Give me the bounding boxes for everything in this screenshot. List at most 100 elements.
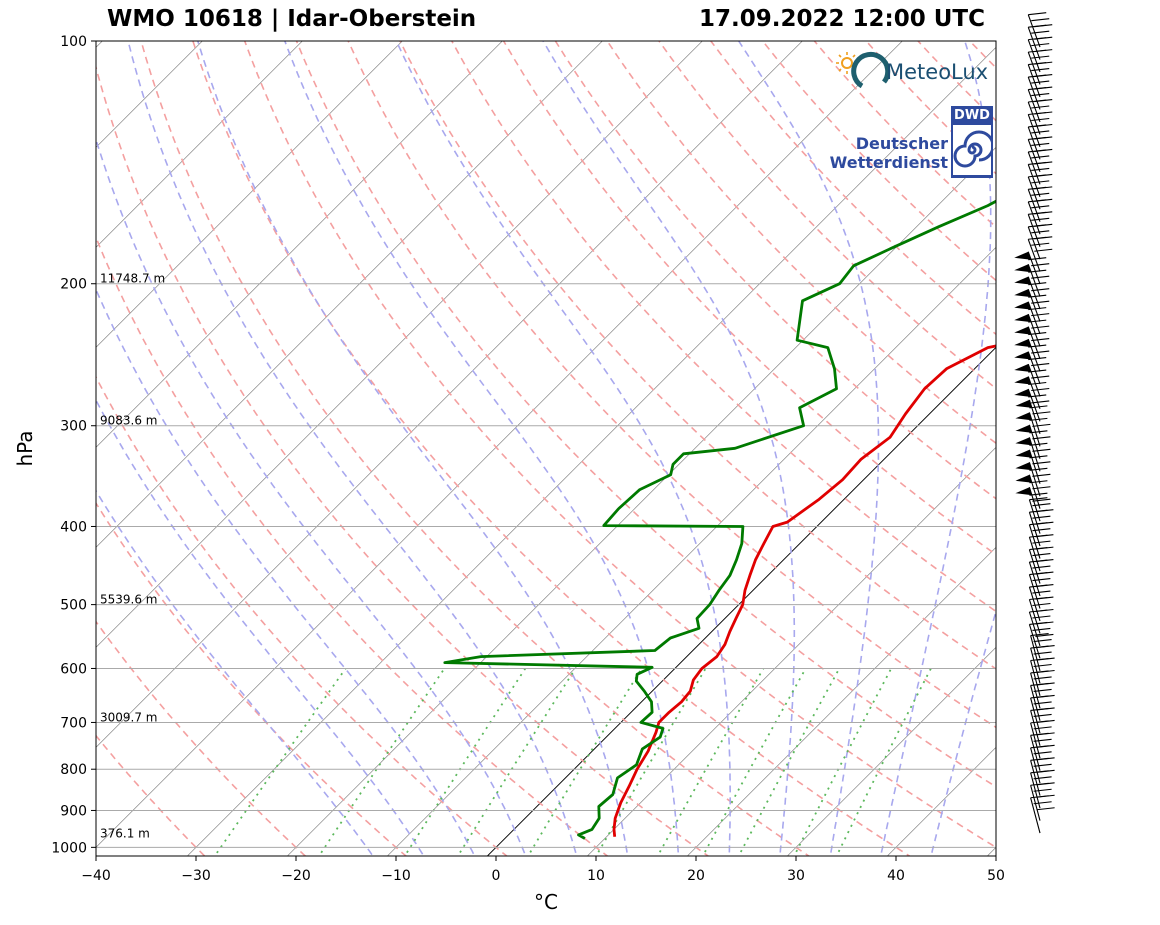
mixing-ratio-line (701, 668, 807, 856)
moist-adiabat-line (127, 41, 578, 856)
isotherm-line (586, 446, 996, 856)
wind-barb (1027, 37, 1053, 73)
barb-flag (1029, 442, 1048, 446)
isotherm-line (96, 41, 403, 348)
wind-barb (1015, 412, 1051, 447)
barb-flag (1029, 497, 1048, 501)
mixing-ratio-line (403, 668, 527, 856)
barb-flag (1035, 546, 1054, 550)
dry-adiabat-line (96, 501, 408, 856)
barb-flag (1030, 632, 1049, 637)
barb-flag (1036, 769, 1055, 773)
barb-staff (1027, 176, 1041, 210)
barb-flag (1032, 461, 1051, 465)
barb-flag (1032, 498, 1051, 502)
barb-pennant (1014, 388, 1032, 397)
barb-staff (1030, 772, 1041, 809)
barb-flag (1033, 713, 1052, 717)
wind-barb (1014, 276, 1050, 310)
chart-title-station: WMO 10618 | Idar-Oberstein (107, 6, 477, 32)
barb-flag (1031, 263, 1050, 267)
barb-flag (1032, 423, 1051, 427)
barb-flag (1033, 738, 1052, 742)
barb-flag (1033, 788, 1052, 792)
axes: −40 −30 −20 −10 0 10 20 30 40 50 1000 900 800 700 600 5… (13, 34, 1005, 914)
barb-flag (1029, 492, 1048, 496)
wind-barb (1027, 74, 1053, 110)
barb-flag (1036, 682, 1055, 686)
barb-flag (1031, 205, 1050, 209)
barb-flag (1035, 633, 1054, 638)
barb-staff (1027, 226, 1041, 260)
moist-adiabat-line (96, 136, 527, 856)
wind-barb (1014, 301, 1050, 335)
moist-adiabat-line (930, 608, 996, 856)
barb-staff (1030, 672, 1041, 709)
barb-staff (1027, 164, 1041, 197)
barb-flag (1031, 325, 1050, 329)
dry-adiabat-line (347, 41, 996, 729)
isotherm-line (96, 41, 703, 648)
dry-adiabat-line (243, 41, 996, 849)
mixing-ratio-line (213, 667, 347, 856)
barb-pennant (1015, 437, 1033, 446)
barb-pennant (1014, 351, 1032, 360)
isotherm-line (686, 546, 996, 856)
dewpoint-line (443, 199, 996, 840)
barb-flag (1029, 455, 1048, 459)
sounding-lines (443, 199, 996, 840)
x-tick-label: −40 (81, 868, 111, 884)
barb-flag (1032, 473, 1051, 477)
barb-flag (1033, 751, 1052, 755)
barb-flag (1029, 467, 1048, 471)
meteolux-wordmark: MeteoLux (886, 60, 989, 84)
barb-flag (1031, 30, 1050, 34)
y-tick-label: 400 (60, 519, 87, 535)
barb-flag (1033, 688, 1052, 692)
barb-flag (1031, 180, 1050, 184)
dwd-badge: DWD (951, 106, 993, 178)
barb-flag (1033, 701, 1052, 705)
barb-flag (1029, 405, 1048, 409)
barb-pennant (1014, 289, 1032, 298)
barb-pennant (1015, 474, 1033, 483)
barb-staff (1028, 599, 1041, 634)
barb-staff (1027, 14, 1041, 48)
zero-isotherm-line (486, 346, 996, 856)
barb-flag (1035, 608, 1054, 613)
barb-flag (1028, 269, 1047, 273)
dwd-line1: Deutscher (855, 134, 948, 153)
chart-title-datetime: 17.09.2022 12:00 UTC (699, 6, 985, 32)
barb-flag (1032, 448, 1051, 452)
barb-staff (1030, 710, 1041, 746)
barb-pennant (1014, 339, 1032, 348)
wind-barb (1030, 795, 1055, 834)
x-tick-label: −20 (281, 868, 311, 884)
x-tick-label: −10 (381, 868, 411, 884)
barb-staff (1030, 635, 1041, 672)
barb-flag (1033, 676, 1052, 680)
dry-adiabat-line (502, 41, 996, 556)
wind-barb (1014, 264, 1050, 297)
barb-flag (1035, 571, 1054, 575)
wind-barb (1027, 136, 1053, 172)
wind-barbs (1014, 12, 1055, 834)
barb-pennant (1014, 264, 1032, 273)
barb-flag (1031, 387, 1050, 392)
wind-barb (1027, 12, 1053, 48)
mixing-ratio-line (595, 668, 707, 856)
wind-barb (1015, 449, 1051, 484)
height-label: 11748.7 m (100, 272, 165, 286)
wind-barb (1027, 174, 1053, 210)
barb-flag (1036, 807, 1055, 811)
barb-flag (1031, 192, 1050, 196)
x-tick-label: −30 (181, 868, 211, 884)
mixing-ratio-line (456, 668, 577, 856)
barb-flag (1036, 669, 1055, 674)
height-label: 3009.7 m (100, 710, 158, 724)
wind-barb (1014, 313, 1050, 347)
barb-pennant (1015, 462, 1033, 471)
barb-flag (1033, 776, 1052, 780)
wind-barb (1027, 49, 1053, 85)
isotherm-line (96, 41, 603, 548)
